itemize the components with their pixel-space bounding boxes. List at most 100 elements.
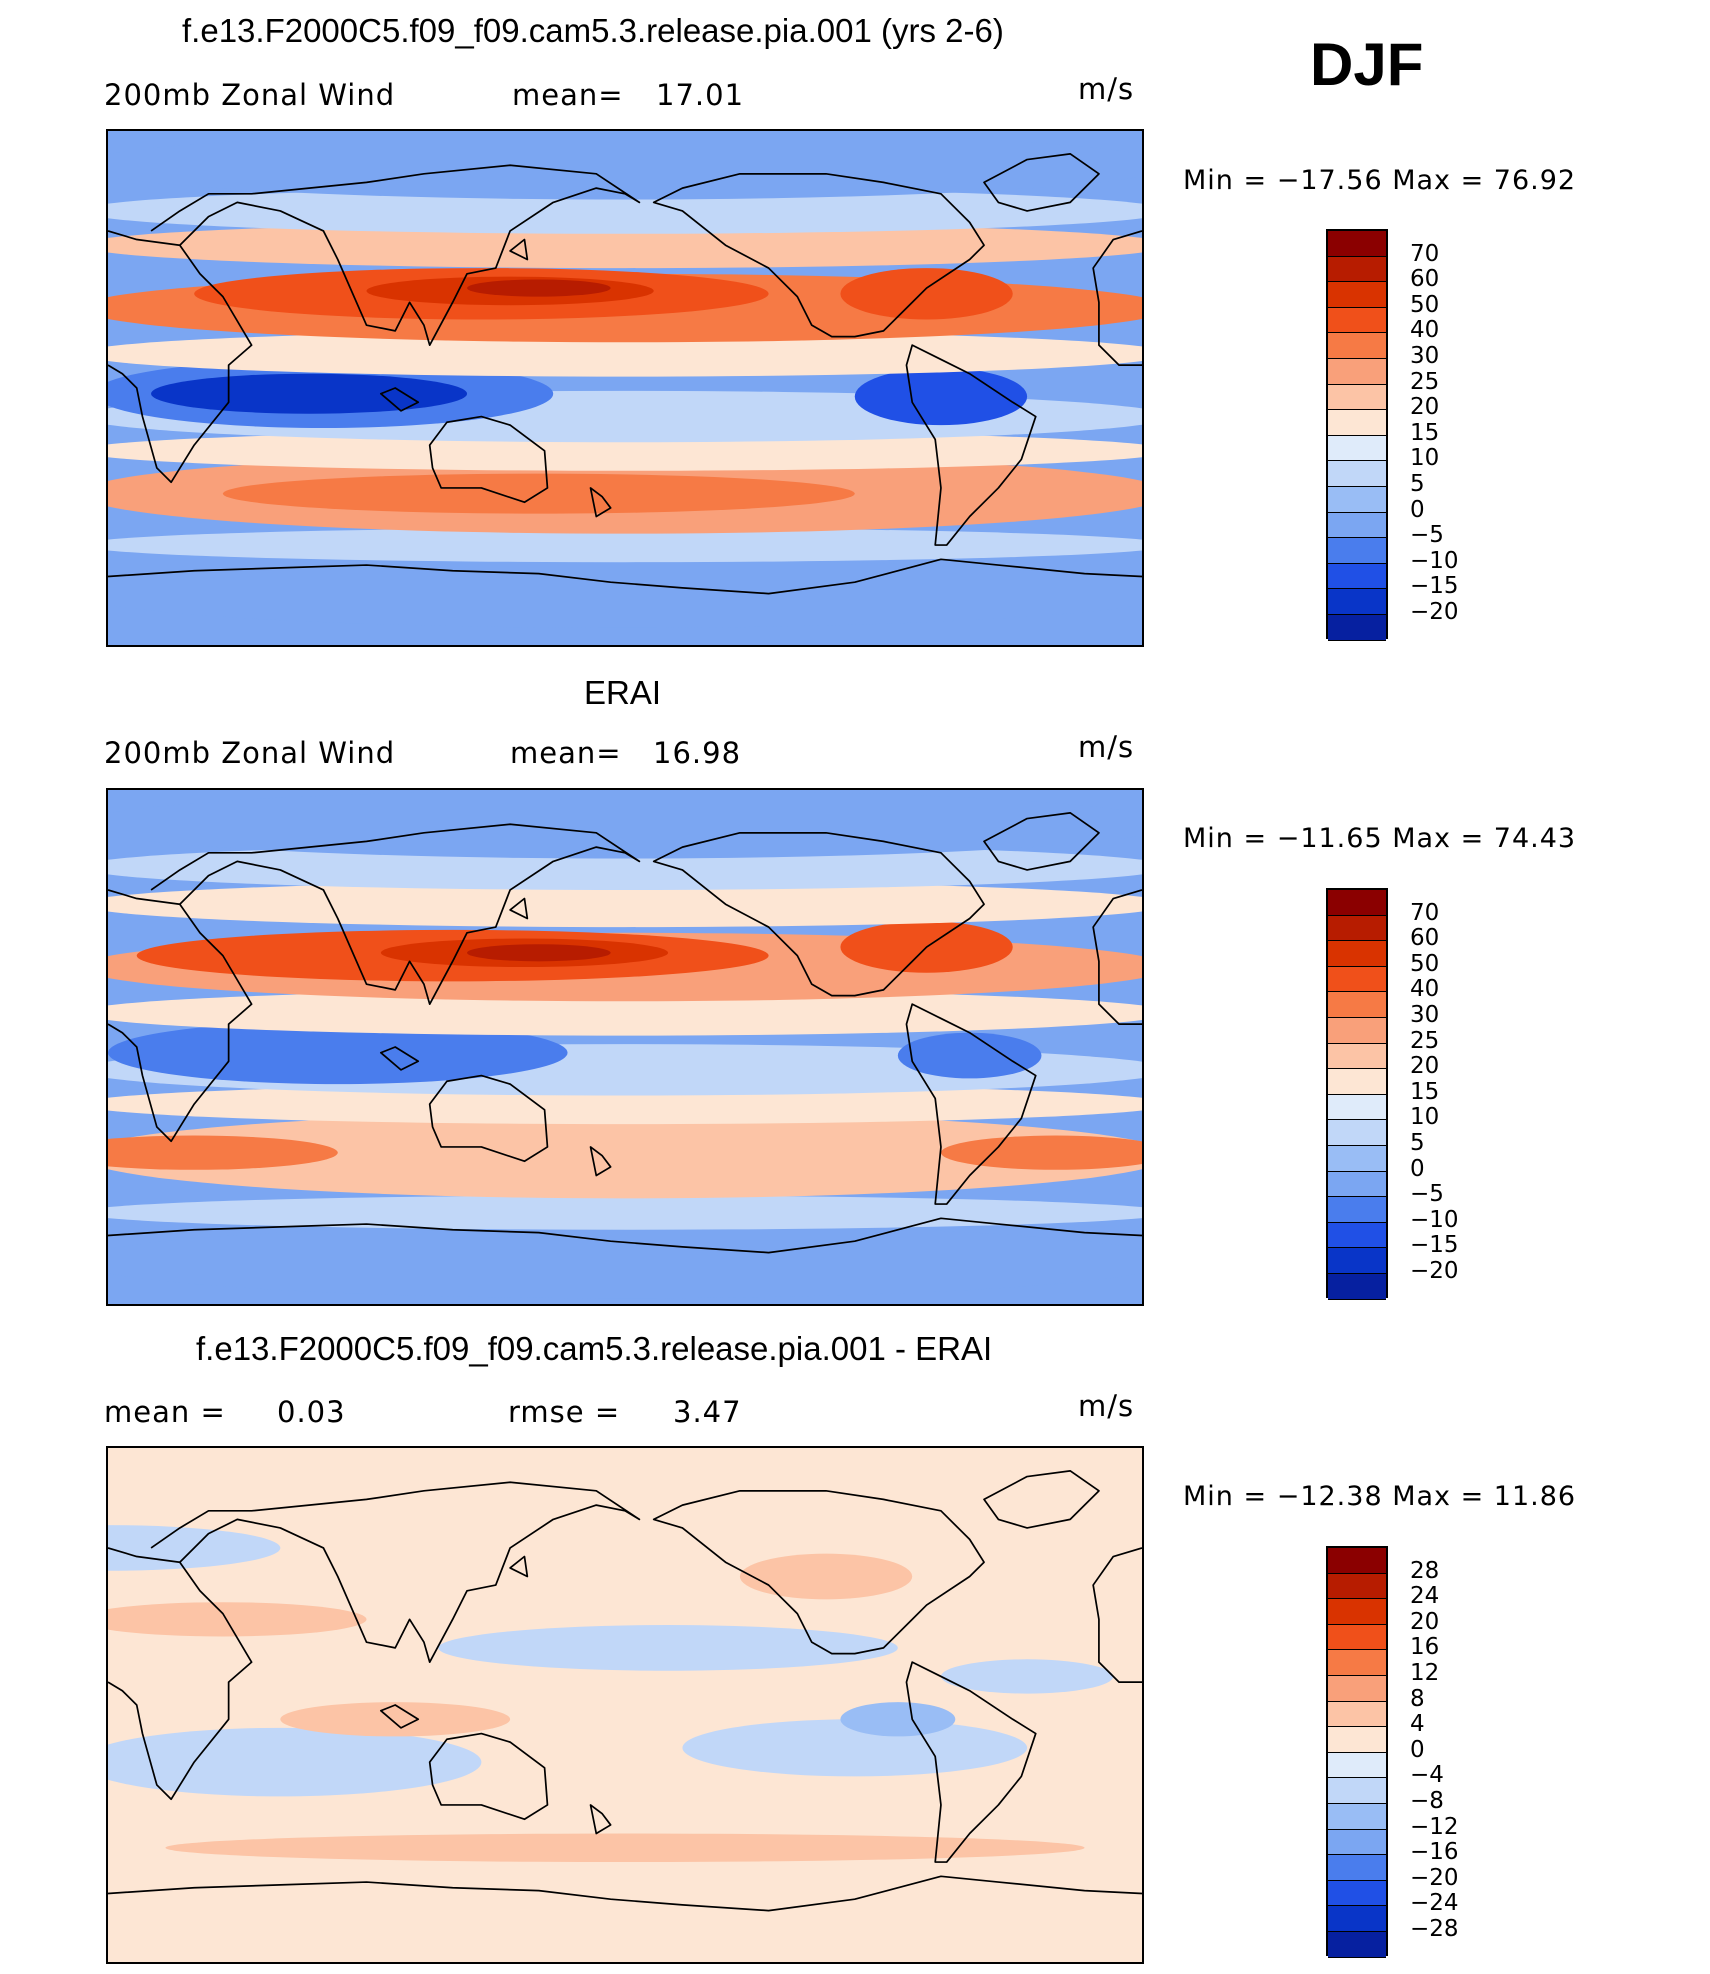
colorbar-tick-label: 60: [1410, 266, 1440, 293]
colorbar-tick-label: −20: [1410, 1864, 1459, 1891]
panel-2-coastlines: [108, 811, 1142, 1254]
contour-region: [940, 1135, 1142, 1170]
colorbar-tick-label: 20: [1410, 1608, 1440, 1635]
panel-1-stat-label: mean=: [512, 78, 624, 112]
contour-region: [108, 559, 1142, 628]
contour-region: [108, 1112, 1142, 1199]
colorbar-tick-label: 12: [1410, 1660, 1440, 1686]
colorbar-tick-label: 24: [1410, 1583, 1440, 1610]
colorbar-tick-label: 30: [1410, 343, 1440, 369]
coastline: [589, 1804, 612, 1835]
colorbar-swatch: [1328, 231, 1386, 257]
colorbar-swatch: [1328, 256, 1386, 283]
colorbar-tick-label: −20: [1410, 599, 1459, 625]
colorbar-tick-label: 70: [1410, 899, 1440, 926]
coastline: [905, 1003, 1037, 1205]
colorbar-swatch: [1328, 941, 1386, 967]
colorbar-swatch: [1328, 1069, 1386, 1095]
panel-1-variable: 200mb Zonal Wind: [104, 78, 396, 112]
contour-region: [854, 368, 1028, 426]
colorbar-tick-label: 15: [1410, 419, 1440, 446]
contour-region: [108, 222, 1142, 269]
panel-2-minmax: Min = −11.65 Max = 74.43: [1183, 823, 1577, 854]
colorbar-swatch: [1328, 1650, 1386, 1676]
colorbar-swatch: [1328, 1701, 1386, 1728]
panel-3-unit: m/s: [1078, 1389, 1135, 1423]
colorbar-swatch: [1328, 1829, 1386, 1856]
coastline: [379, 1046, 420, 1071]
panel-1-colorbar: [1326, 229, 1388, 641]
colorbar-swatch: [1328, 538, 1386, 564]
colorbar-swatch: [1328, 1248, 1386, 1274]
contour-region: [108, 1195, 1142, 1230]
coastline: [905, 1661, 1037, 1863]
colorbar-swatch: [1328, 1274, 1386, 1300]
panel-2-stat-value: 16.98: [653, 736, 742, 770]
panel-3-map-svg: [108, 1448, 1142, 1962]
colorbar-tick-label: 0: [1410, 1736, 1425, 1763]
colorbar-swatch: [1328, 915, 1386, 942]
panel-1-contour-field: [108, 131, 1142, 645]
colorbar-swatch: [1328, 1043, 1386, 1070]
colorbar-swatch: [1328, 1752, 1386, 1779]
panel-1-title: f.e13.F2000C5.f09_f09.cam5.3.release.pia…: [182, 12, 1004, 49]
colorbar-tick-label: 60: [1410, 925, 1440, 952]
panel-3-title: f.e13.F2000C5.f09_f09.cam5.3.release.pia…: [196, 1330, 993, 1367]
colorbar-swatch: [1328, 1120, 1386, 1146]
colorbar-tick-label: 40: [1410, 976, 1440, 1003]
contour-region: [165, 1833, 1085, 1863]
colorbar-swatch: [1328, 435, 1386, 462]
colorbar-swatch: [1328, 512, 1386, 539]
colorbar-swatch: [1328, 487, 1386, 513]
coastline: [589, 1146, 612, 1177]
panel-2-map: [106, 788, 1144, 1306]
colorbar-swatch: [1328, 992, 1386, 1018]
panel-3-minmax: Min = −12.38 Max = 11.86: [1183, 1481, 1577, 1512]
colorbar-tick-label: 20: [1410, 1053, 1440, 1080]
contour-region: [682, 1719, 1028, 1777]
colorbar-tick-label: 5: [1410, 471, 1425, 497]
contour-region: [467, 279, 611, 297]
coastline: [428, 415, 549, 504]
coastline: [150, 164, 641, 347]
colorbar-tick-label: 10: [1410, 445, 1440, 472]
colorbar-swatch: [1328, 1855, 1386, 1881]
colorbar-tick-label: 20: [1410, 394, 1440, 421]
contour-region: [108, 844, 1142, 890]
coastline: [108, 558, 1142, 595]
colorbar-tick-label: −5: [1410, 522, 1444, 549]
coastline: [428, 1732, 549, 1821]
coastline: [428, 1074, 549, 1163]
colorbar-tick-label: 0: [1410, 1155, 1425, 1182]
contour-region: [108, 527, 1142, 563]
contour-region: [108, 1602, 367, 1637]
colorbar-tick-label: 15: [1410, 1078, 1440, 1105]
coastline: [108, 1217, 1142, 1254]
colorbar-tick-label: −12: [1410, 1813, 1459, 1840]
panel-1-coastlines: [108, 152, 1142, 595]
colorbar-swatch: [1328, 359, 1386, 385]
contour-region: [108, 330, 1142, 377]
colorbar-swatch: [1328, 1094, 1386, 1121]
contour-region: [940, 1659, 1114, 1694]
contour-region: [108, 881, 1142, 928]
coastline: [1092, 889, 1142, 1026]
panel-2-map-svg: [108, 790, 1142, 1304]
colorbar-swatch: [1328, 615, 1386, 641]
colorbar-swatch: [1328, 1573, 1386, 1600]
colorbar-swatch: [1328, 1880, 1386, 1907]
panel-3-coastlines: [108, 1469, 1142, 1912]
coastline: [983, 152, 1100, 212]
colorbar-swatch: [1328, 1018, 1386, 1044]
contour-region: [108, 1135, 338, 1170]
contour-region: [108, 1890, 1142, 1948]
colorbar-tick-label: 30: [1410, 1002, 1440, 1028]
panel-3-contour-field: [108, 1448, 1142, 1962]
colorbar-tick-label: −10: [1410, 547, 1459, 574]
coastline: [108, 889, 253, 1143]
colorbar-swatch: [1328, 1727, 1386, 1753]
colorbar-swatch: [1328, 966, 1386, 993]
colorbar-tick-label: −10: [1410, 1206, 1459, 1233]
coastline: [509, 238, 529, 261]
colorbar-swatch: [1328, 1932, 1386, 1958]
